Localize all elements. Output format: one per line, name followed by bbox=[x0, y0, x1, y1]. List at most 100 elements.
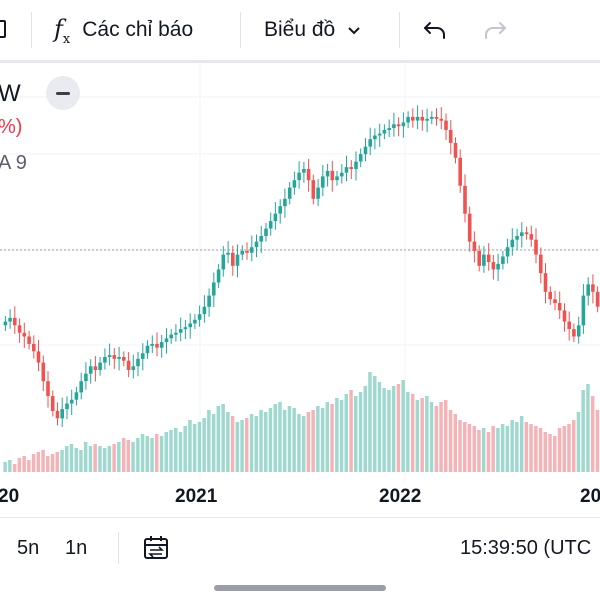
candle bbox=[93, 356, 98, 382]
candle bbox=[534, 228, 538, 264]
volume-bar bbox=[245, 418, 249, 472]
redo-icon[interactable] bbox=[481, 16, 509, 44]
candle bbox=[354, 151, 358, 181]
volume-bar bbox=[448, 410, 453, 472]
undo-icon[interactable] bbox=[421, 16, 449, 44]
volume-bar bbox=[254, 416, 258, 472]
volume-bar bbox=[519, 416, 524, 472]
indicators-button[interactable]: fx Các chỉ báo bbox=[54, 10, 193, 50]
candle bbox=[17, 318, 22, 343]
volume-bar bbox=[240, 420, 244, 472]
volume-bar bbox=[117, 442, 121, 472]
volume-bar bbox=[145, 436, 149, 472]
candle bbox=[69, 389, 74, 415]
candle bbox=[235, 244, 240, 278]
volume-bar bbox=[396, 384, 401, 472]
volume-bar bbox=[287, 406, 292, 472]
candle bbox=[557, 291, 562, 319]
candle bbox=[193, 314, 197, 330]
volume-bar bbox=[306, 412, 311, 472]
date-range-icon[interactable] bbox=[142, 535, 170, 561]
candle bbox=[46, 371, 50, 408]
current-time[interactable]: 15:39:50 (UTC bbox=[460, 537, 592, 559]
volume-bar bbox=[586, 384, 590, 472]
candle bbox=[226, 241, 230, 264]
volume-bar bbox=[373, 376, 377, 472]
volume-bar bbox=[31, 454, 36, 472]
candle bbox=[197, 305, 202, 327]
volume-bar bbox=[278, 402, 282, 472]
volume-bar bbox=[169, 430, 173, 472]
candle bbox=[358, 148, 363, 168]
volume-bar bbox=[164, 432, 168, 472]
volume-bar bbox=[515, 422, 519, 472]
chart-type-button[interactable]: Biểu đồ bbox=[264, 10, 361, 50]
volume-bar bbox=[425, 396, 429, 472]
volume-bar bbox=[107, 446, 112, 472]
candle bbox=[55, 402, 60, 426]
volume-bar bbox=[354, 396, 358, 472]
volume-bar bbox=[83, 442, 88, 472]
candle bbox=[482, 246, 486, 273]
volume-bar bbox=[335, 398, 339, 472]
volume-bar bbox=[330, 404, 334, 472]
volume-bar bbox=[567, 424, 571, 472]
volume-bar bbox=[159, 436, 164, 472]
candle bbox=[321, 164, 325, 197]
volume-bar bbox=[282, 410, 287, 472]
candle bbox=[27, 330, 31, 350]
volume-bar bbox=[230, 416, 235, 472]
volume-bar bbox=[496, 428, 500, 472]
candle bbox=[292, 171, 297, 195]
candle bbox=[387, 119, 391, 137]
candle bbox=[335, 170, 339, 186]
candle bbox=[122, 351, 126, 367]
volume-bar bbox=[458, 420, 462, 472]
collapse-legend-button[interactable] bbox=[46, 76, 80, 110]
volume-bar bbox=[178, 432, 183, 472]
volume-bar bbox=[36, 452, 41, 472]
candle bbox=[396, 117, 401, 137]
volume-bar bbox=[557, 428, 562, 472]
candle bbox=[74, 386, 79, 406]
volume-bar bbox=[41, 450, 45, 472]
candle bbox=[136, 351, 140, 377]
footer-border bbox=[0, 517, 600, 518]
volume-bar bbox=[344, 394, 348, 472]
candle bbox=[543, 263, 548, 304]
volume-bar bbox=[174, 428, 178, 472]
volume-bar bbox=[429, 402, 434, 472]
x-axis-label: 2022 bbox=[379, 486, 422, 507]
chevron-down-icon bbox=[348, 27, 360, 35]
candle bbox=[401, 112, 406, 138]
candle bbox=[259, 225, 263, 254]
layout-icon[interactable] bbox=[0, 20, 6, 38]
x-axis-label: 20 bbox=[0, 486, 20, 507]
candle bbox=[368, 127, 372, 156]
chart-type-label: Biểu đồ bbox=[264, 18, 336, 41]
volume-bar bbox=[131, 442, 135, 472]
candle bbox=[103, 348, 107, 370]
candle bbox=[188, 313, 192, 339]
candle bbox=[340, 164, 344, 184]
volume-bar bbox=[192, 424, 197, 472]
candle bbox=[491, 255, 496, 280]
volume-bar bbox=[320, 408, 325, 472]
volume-bar bbox=[401, 380, 405, 472]
toolbar-divider bbox=[240, 12, 241, 48]
candle bbox=[425, 108, 429, 133]
volume-bar bbox=[529, 424, 533, 472]
x-axis-label: 2021 bbox=[175, 486, 218, 507]
candle bbox=[467, 206, 472, 252]
footer-divider bbox=[118, 532, 119, 564]
candlestick-chart[interactable] bbox=[0, 62, 600, 517]
candle bbox=[297, 161, 301, 189]
range-5y-button[interactable]: 5n bbox=[17, 537, 40, 559]
volume-bar bbox=[420, 398, 424, 472]
volume-bar bbox=[188, 420, 192, 472]
candle bbox=[273, 202, 278, 230]
candle bbox=[486, 243, 491, 271]
candle bbox=[595, 286, 600, 313]
range-1y-button[interactable]: 1n bbox=[65, 537, 88, 559]
candle bbox=[477, 245, 481, 272]
